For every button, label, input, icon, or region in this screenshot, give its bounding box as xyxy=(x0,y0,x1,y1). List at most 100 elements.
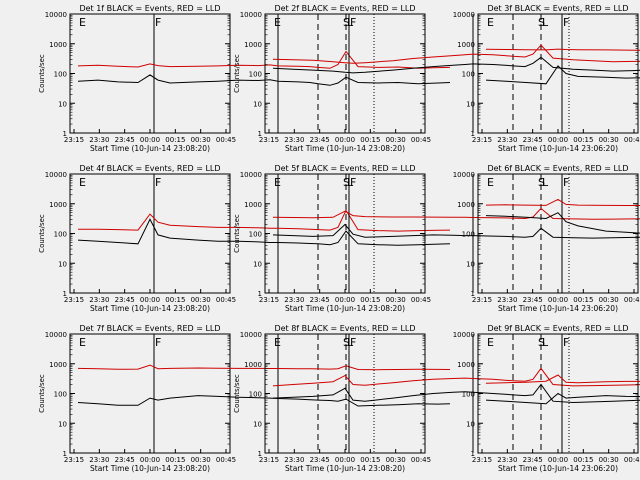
chart-title: Det 3f BLACK = Events, RED = LLD xyxy=(487,4,628,13)
x-tick-label: 00:00 xyxy=(140,296,160,304)
chart-title: Det 9f BLACK = Events, RED = LLD xyxy=(487,324,628,333)
x-tick-label: 00:30 xyxy=(386,456,406,464)
marker-e: E xyxy=(79,16,86,29)
marker-f: F xyxy=(155,16,161,29)
chart-panel-1: Det 1f BLACK = Events, RED = LLD11010010… xyxy=(38,4,451,153)
marker-f: F xyxy=(350,176,356,189)
y-tick-label: 1 xyxy=(258,290,262,298)
x-tick-label: 23:45 xyxy=(115,136,135,144)
y-tick-label: 100 xyxy=(249,71,262,79)
x-tick-label: 00:00 xyxy=(140,136,160,144)
marker-e: E xyxy=(487,16,494,29)
marker-e: E xyxy=(274,336,281,349)
x-tick-label: 00:15 xyxy=(573,456,593,464)
y-tick-label: 100 xyxy=(462,391,475,399)
x-tick-label: 00:45 xyxy=(624,136,640,144)
y-tick-label: 10000 xyxy=(240,331,262,339)
marker-f: F xyxy=(563,16,569,29)
x-tick-label: 00:45 xyxy=(216,456,236,464)
x-tick-label: 23:30 xyxy=(284,136,304,144)
y-tick-label: 100 xyxy=(462,231,475,239)
y-tick-label: 10000 xyxy=(45,171,67,179)
marker-f: F xyxy=(350,16,356,29)
y-axis-label: Counts/sec xyxy=(38,214,46,253)
marker-l: L xyxy=(347,336,354,349)
plot-frame xyxy=(477,173,639,294)
y-axis-label: Counts/sec xyxy=(233,374,241,413)
marker-s: S xyxy=(343,16,350,29)
x-axis-label: Start Time (10-Jun-14 23:08:20) xyxy=(90,304,210,313)
series-lld-line xyxy=(272,207,640,220)
marker-s: S xyxy=(343,176,350,189)
y-tick-label: 100 xyxy=(249,231,262,239)
marker-l: L xyxy=(542,336,549,349)
x-tick-label: 00:15 xyxy=(165,296,185,304)
marker-l: L xyxy=(542,176,549,189)
y-tick-label: 1 xyxy=(63,290,67,298)
y-tick-label: 1 xyxy=(471,130,475,138)
y-tick-label: 10 xyxy=(466,100,475,108)
chart-title: Det 5f BLACK = Events, RED = LLD xyxy=(274,164,415,173)
x-tick-label: 00:45 xyxy=(216,296,236,304)
series-events-line xyxy=(77,74,451,86)
marker-e: E xyxy=(487,176,494,189)
x-tick-label: 23:30 xyxy=(497,136,517,144)
y-tick-label: 1 xyxy=(258,130,262,138)
plot-frame xyxy=(477,13,639,134)
y-tick-label: 10000 xyxy=(45,11,67,19)
plot-frame xyxy=(69,173,231,294)
marker-f: F xyxy=(155,336,161,349)
y-tick-label: 100 xyxy=(54,71,67,79)
plot-frame xyxy=(69,333,231,454)
x-tick-label: 23:45 xyxy=(310,296,330,304)
x-tick-label: 23:30 xyxy=(497,296,517,304)
chart-title: Det 2f BLACK = Events, RED = LLD xyxy=(274,4,415,13)
x-axis-label: Start Time (10-Jun-14 23:08:20) xyxy=(285,144,405,153)
series-events-line xyxy=(77,218,451,246)
y-tick-label: 1000 xyxy=(244,361,262,369)
x-tick-label: 00:30 xyxy=(191,136,211,144)
y-tick-label: 100 xyxy=(249,391,262,399)
x-tick-label: 23:15 xyxy=(472,456,492,464)
marker-f: F xyxy=(155,176,161,189)
y-tick-label: 1 xyxy=(63,130,67,138)
x-tick-label: 23:45 xyxy=(523,136,543,144)
x-axis-label: Start Time (10-Jun-14 23:06:20) xyxy=(498,144,618,153)
x-tick-label: 00:00 xyxy=(140,456,160,464)
series-events-line xyxy=(485,65,640,85)
x-tick-label: 00:45 xyxy=(411,136,431,144)
x-tick-label: 23:15 xyxy=(259,456,279,464)
x-tick-label: 00:00 xyxy=(548,296,568,304)
x-tick-label: 23:45 xyxy=(115,456,135,464)
y-tick-label: 10000 xyxy=(453,11,475,19)
series-lld-line xyxy=(272,367,640,387)
series-lld-line xyxy=(485,374,640,384)
x-axis-label: Start Time (10-Jun-14 23:08:20) xyxy=(285,464,405,473)
y-axis-label: Counts/sec xyxy=(233,54,241,93)
y-tick-label: 10 xyxy=(253,420,262,428)
marker-s: S xyxy=(538,16,545,29)
marker-e: E xyxy=(79,176,86,189)
x-tick-label: 00:45 xyxy=(411,456,431,464)
series-lld-line xyxy=(77,364,451,371)
x-tick-label: 00:00 xyxy=(548,136,568,144)
x-tick-label: 00:30 xyxy=(386,136,406,144)
x-tick-label: 00:15 xyxy=(360,456,380,464)
series-events-line xyxy=(485,212,640,234)
x-tick-label: 23:30 xyxy=(89,296,109,304)
y-tick-label: 10 xyxy=(466,420,475,428)
x-tick-label: 23:45 xyxy=(310,456,330,464)
x-tick-label: 00:30 xyxy=(599,456,619,464)
y-tick-label: 10 xyxy=(466,260,475,268)
x-axis-label: Start Time (10-Jun-14 23:08:20) xyxy=(285,304,405,313)
x-tick-label: 00:45 xyxy=(624,456,640,464)
y-tick-label: 10000 xyxy=(240,11,262,19)
series-events-line xyxy=(485,392,640,405)
chart-panel-4: Det 4f BLACK = Events, RED = LLD11010010… xyxy=(38,164,451,313)
x-tick-label: 23:15 xyxy=(472,136,492,144)
y-tick-label: 10000 xyxy=(453,171,475,179)
x-tick-label: 23:15 xyxy=(259,296,279,304)
x-tick-label: 00:15 xyxy=(573,296,593,304)
x-tick-label: 00:30 xyxy=(191,296,211,304)
